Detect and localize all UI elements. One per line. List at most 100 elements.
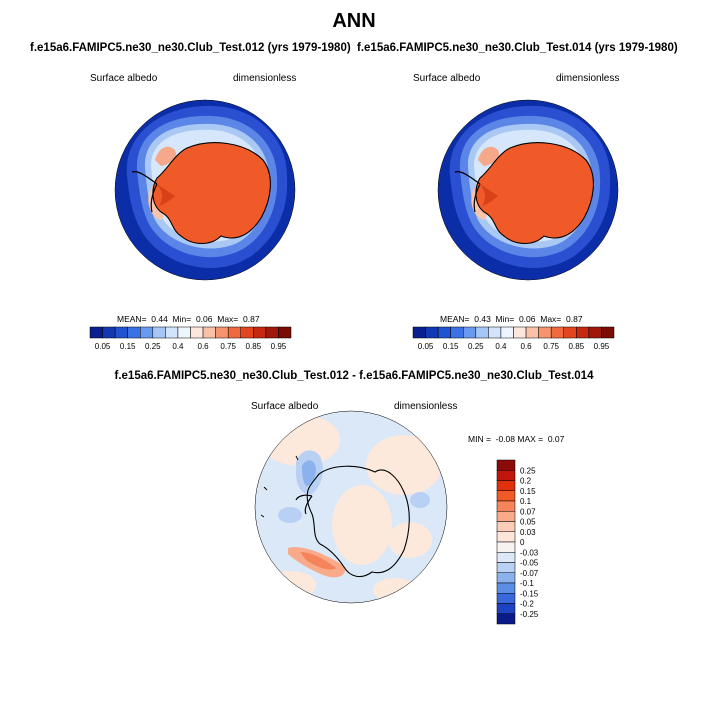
diff-units-label: dimensionless bbox=[394, 401, 458, 412]
colorbar-swatch bbox=[253, 326, 267, 339]
left-min-label: Min= bbox=[172, 314, 192, 324]
albedo-map-left bbox=[114, 99, 296, 281]
colorbar-swatch bbox=[550, 326, 564, 339]
colorbar-swatch bbox=[496, 603, 516, 614]
colorbar-difference: 0.250.20.150.10.070.050.030-0.03-0.05-0.… bbox=[496, 459, 539, 625]
colorbar-swatch bbox=[496, 572, 516, 584]
colorbar-tick-label: 0.2 bbox=[520, 477, 532, 486]
colorbar-swatch bbox=[240, 326, 254, 339]
left-case-title: f.e15a6.FAMIPC5.ne30_ne30.Club_Test.012 … bbox=[30, 42, 351, 54]
colorbar-swatch bbox=[496, 511, 516, 522]
colorbar-swatch bbox=[450, 326, 464, 339]
colorbar-tick-label: 0.03 bbox=[520, 528, 536, 537]
colorbar-tick-label: -0.15 bbox=[520, 589, 539, 598]
colorbar-swatch bbox=[496, 459, 516, 471]
left-max-value: 0.87 bbox=[243, 314, 260, 324]
right-min-label: Min= bbox=[495, 314, 515, 324]
left-min-value: 0.06 bbox=[195, 314, 213, 324]
colorbar-swatch bbox=[538, 326, 552, 339]
colorbar-swatch bbox=[496, 521, 516, 532]
colorbar-swatch bbox=[227, 326, 241, 339]
colorbar-tick-label: -0.1 bbox=[520, 579, 534, 588]
colorbar-tick-label: 0.25 bbox=[520, 466, 536, 475]
left-max-label: Max= bbox=[217, 314, 239, 324]
colorbar-tick-label: 0.05 bbox=[520, 518, 536, 527]
colorbar-tick-label: -0.25 bbox=[520, 610, 539, 619]
colorbar-swatch bbox=[475, 326, 489, 339]
colorbar-swatch bbox=[496, 490, 516, 502]
colorbar-swatch bbox=[588, 326, 602, 339]
colorbar-swatch bbox=[488, 326, 502, 339]
albedo-map-right bbox=[437, 99, 619, 281]
left-variable-label: Surface albedo bbox=[90, 73, 158, 84]
colorbar-swatch bbox=[496, 582, 516, 594]
right-variable-label: Surface albedo bbox=[413, 73, 481, 84]
colorbar-tick-label: 0.15 bbox=[443, 342, 459, 351]
colorbar-tick-label: 0.6 bbox=[198, 342, 210, 351]
colorbar-tick-label: 0.15 bbox=[120, 342, 136, 351]
colorbar-tick-label: 0.07 bbox=[520, 507, 536, 516]
colorbar-tick-label: 0.15 bbox=[520, 487, 536, 496]
colorbar-swatch bbox=[496, 562, 516, 573]
colorbar-swatch bbox=[496, 531, 516, 543]
colorbar-tick-label: 0.05 bbox=[418, 342, 434, 351]
colorbar-tick-label: 0.75 bbox=[543, 342, 559, 351]
colorbar-swatch bbox=[215, 326, 229, 339]
colorbar-swatch bbox=[601, 326, 615, 339]
colorbar-swatch bbox=[89, 326, 103, 339]
colorbar-tick-label: 0.85 bbox=[246, 342, 262, 351]
diff-minmax-label: MIN = -0.08 MAX = 0.07 bbox=[468, 434, 565, 444]
colorbar-swatch bbox=[202, 326, 216, 339]
right-mean-label: MEAN= bbox=[440, 314, 470, 324]
colorbar-tick-label: -0.03 bbox=[520, 548, 539, 557]
colorbar-tick-label: 0.05 bbox=[95, 342, 111, 351]
colorbar-tick-label: 0 bbox=[520, 538, 525, 547]
colorbar-swatch bbox=[496, 613, 516, 625]
right-max-label: Max= bbox=[540, 314, 562, 324]
colorbar-swatch bbox=[177, 326, 191, 339]
colorbar-swatch bbox=[102, 326, 116, 339]
colorbar-left: 0.05 0.15 0.25 0.4 0.6 0.75 0.85 0.95 bbox=[89, 326, 292, 351]
colorbar-swatch bbox=[496, 552, 516, 563]
figure-title: ANN bbox=[332, 10, 376, 32]
colorbar-swatch bbox=[165, 326, 179, 339]
colorbar-swatch bbox=[563, 326, 577, 339]
colorbar-swatch bbox=[190, 326, 204, 339]
right-mean-value: 0.43 bbox=[474, 314, 491, 324]
colorbar-tick-label: 0.4 bbox=[172, 342, 184, 351]
colorbar-swatch bbox=[496, 480, 516, 491]
colorbar-tick-label: 0.75 bbox=[220, 342, 236, 351]
diff-variable-label: Surface albedo bbox=[251, 401, 319, 412]
colorbar-tick-label: 0.6 bbox=[521, 342, 533, 351]
colorbar-swatch bbox=[525, 326, 539, 339]
left-mean-value: 0.44 bbox=[151, 314, 168, 324]
colorbar-swatch bbox=[412, 326, 426, 339]
left-stats: MEAN= 0.44 Min= 0.06 Max= 0.87 bbox=[117, 314, 260, 324]
colorbar-tick-label: 0.85 bbox=[569, 342, 585, 351]
colorbar-swatch bbox=[496, 541, 516, 553]
colorbar-swatch bbox=[500, 326, 514, 339]
colorbar-tick-label: 0.25 bbox=[145, 342, 161, 351]
colorbar-swatch bbox=[152, 326, 166, 339]
colorbar-swatch bbox=[114, 326, 128, 339]
colorbar-swatch bbox=[496, 470, 516, 481]
colorbar-swatch bbox=[437, 326, 451, 339]
colorbar-tick-label: 0.4 bbox=[495, 342, 507, 351]
difference-map bbox=[254, 410, 448, 604]
colorbar-tick-label: -0.2 bbox=[520, 600, 534, 609]
right-units-label: dimensionless bbox=[556, 73, 620, 84]
colorbar-tick-label: -0.07 bbox=[520, 569, 539, 578]
colorbar-tick-label: 0.95 bbox=[594, 342, 610, 351]
left-mean-label: MEAN= bbox=[117, 314, 147, 324]
right-case-title: f.e15a6.FAMIPC5.ne30_ne30.Club_Test.014 … bbox=[357, 42, 678, 54]
colorbar-swatch bbox=[425, 326, 439, 339]
colorbar-tick-label: 0.95 bbox=[271, 342, 287, 351]
right-stats: MEAN= 0.43 Min= 0.06 Max= 0.87 bbox=[440, 314, 583, 324]
colorbar-swatch bbox=[265, 326, 279, 339]
colorbar-swatch bbox=[496, 500, 516, 512]
right-max-value: 0.87 bbox=[566, 314, 583, 324]
colorbar-swatch bbox=[127, 326, 141, 339]
colorbar-swatch bbox=[513, 326, 527, 339]
colorbar-swatch bbox=[576, 326, 590, 339]
